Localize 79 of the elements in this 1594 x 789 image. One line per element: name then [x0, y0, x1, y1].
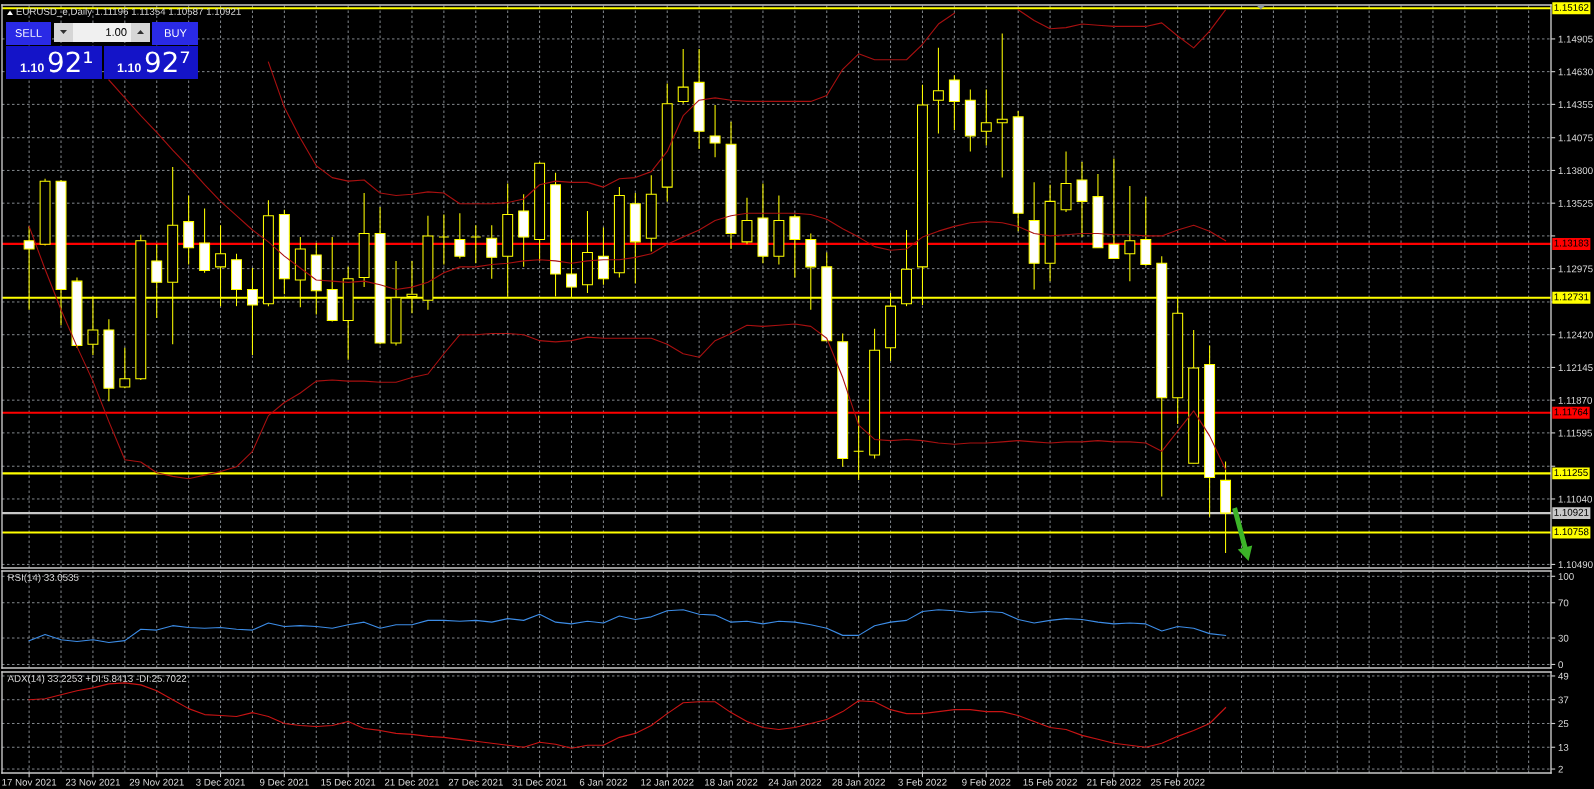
- line-series: [28, 225, 1227, 480]
- chart-title: EURUSD_e,Daily 1.11196 1.11354 1.10587 1.10921: [16, 7, 241, 17]
- annotation: 92¹: [48, 51, 92, 73]
- candlestick: [1124, 185, 1136, 282]
- candlestick: [980, 88, 992, 146]
- chart-title: ADX(14) 33.2253 +DI:5.8413 -DI:25.7022: [7, 674, 187, 684]
- y-tick-label: 1.14905: [1558, 35, 1593, 43]
- candlestick: [454, 212, 466, 260]
- x-tick-label: 24 Jan 2022: [768, 778, 822, 786]
- candlestick: [677, 48, 689, 105]
- line-series: [108, 79, 1227, 291]
- y-tick-label: 1.11040: [1558, 495, 1592, 503]
- x-tick-label: 27 Dec 2021: [448, 778, 503, 786]
- x-tick-label: 15 Feb 2022: [1023, 778, 1077, 786]
- x-tick-label: 18 Jan 2022: [705, 778, 758, 786]
- y-tick-label: 49: [1558, 672, 1569, 680]
- x-tick-label: 6 Jan 2022: [579, 778, 627, 786]
- y-tick-label: 1.12145: [1558, 364, 1593, 372]
- annotation: 1.00: [106, 28, 127, 36]
- x-tick-label: 9 Feb 2022: [962, 778, 1011, 786]
- ref-line-label: 1.15162: [1554, 4, 1589, 11]
- x-tick-label: 21 Dec 2021: [384, 778, 440, 786]
- y-tick-label: 1.14075: [1558, 134, 1593, 142]
- candlestick: [597, 227, 609, 286]
- annotation: 1.10: [117, 63, 141, 73]
- candlestick: [486, 224, 498, 280]
- x-tick-label: 17 Nov 2021: [2, 778, 57, 786]
- y-tick-label: 30: [1558, 634, 1569, 642]
- candlestick: [741, 197, 753, 245]
- x-tick-label: 28 Jan 2022: [832, 778, 885, 786]
- x-tick-label: 29 Nov 2021: [129, 778, 184, 786]
- line-series: [28, 682, 1227, 749]
- candlestick: [470, 224, 482, 264]
- y-tick-label: 1.12975: [1558, 265, 1593, 273]
- y-tick-label: 1.13800: [1558, 167, 1593, 175]
- candlestick: [948, 74, 960, 131]
- candlestick: [438, 213, 450, 265]
- y-tick-label: 100: [1558, 573, 1574, 580]
- candlestick: [789, 213, 801, 279]
- y-tick-label: 37: [1558, 696, 1569, 704]
- candlestick: [119, 347, 131, 389]
- y-tick-label: 1.12420: [1558, 331, 1593, 339]
- x-tick-label: 3 Dec 2021: [196, 778, 245, 786]
- x-tick-label: 23 Nov 2021: [65, 778, 121, 786]
- annotation: SELL: [15, 29, 42, 37]
- candlestick: [996, 33, 1008, 179]
- y-tick-label: 1.14630: [1558, 68, 1593, 76]
- annotation: 1.10: [20, 63, 44, 73]
- y-tick-label: 1.11595: [1558, 429, 1592, 437]
- candlestick: [1076, 161, 1088, 238]
- x-tick-label: 9 Dec 2021: [259, 778, 309, 786]
- x-tick-label: 25 Feb 2022: [1150, 778, 1205, 786]
- ref-line-label: 1.13183: [1554, 239, 1589, 247]
- y-tick-label: 1.14355: [1558, 101, 1593, 109]
- y-tick-label: 25: [1558, 720, 1569, 728]
- y-tick-label: 1.10490: [1558, 561, 1593, 569]
- chart-title: RSI(14) 33.0535: [8, 573, 79, 583]
- ref-line-label: 1.12731: [1554, 293, 1589, 301]
- x-tick-label: 15 Dec 2021: [321, 778, 376, 786]
- y-tick-label: 2: [1558, 765, 1563, 773]
- y-tick-label: 70: [1558, 599, 1569, 607]
- ref-line-label: 1.11255: [1554, 469, 1588, 476]
- annotation: 92⁷: [145, 51, 190, 73]
- ref-line-label: 1.10921: [1554, 508, 1589, 516]
- y-tick-label: 1.11870: [1558, 396, 1592, 404]
- x-tick-label: 31 Dec 2021: [512, 778, 567, 786]
- line-series: [28, 609, 1227, 643]
- x-tick-label: 12 Jan 2022: [641, 778, 694, 786]
- annotation: BUY: [164, 29, 187, 37]
- ref-line-label: 1.11764: [1554, 408, 1588, 416]
- x-tick-label: 21 Feb 2022: [1087, 778, 1141, 786]
- candlestick: [709, 104, 721, 158]
- y-tick-label: 13: [1558, 743, 1569, 751]
- x-tick-label: 3 Feb 2022: [898, 778, 947, 786]
- y-tick-label: 1.13525: [1558, 199, 1593, 207]
- y-tick-label: 0: [1558, 661, 1563, 669]
- ref-line-label: 1.10758: [1554, 528, 1589, 536]
- candlestick: [1108, 158, 1120, 260]
- candlestick: [932, 47, 944, 135]
